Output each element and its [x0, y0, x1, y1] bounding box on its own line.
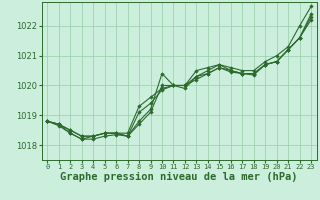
X-axis label: Graphe pression niveau de la mer (hPa): Graphe pression niveau de la mer (hPa)	[60, 172, 298, 182]
